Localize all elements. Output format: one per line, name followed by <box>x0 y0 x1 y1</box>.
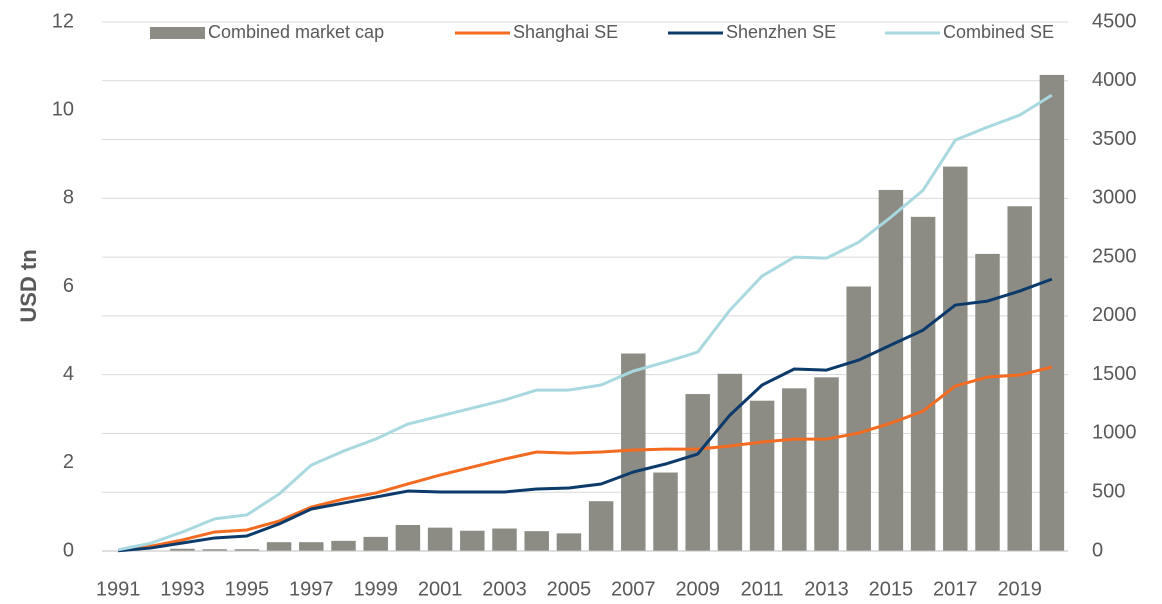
line <box>117 277 1053 553</box>
x-tick-label: 2007 <box>611 578 656 600</box>
y2-tick-label: 4500 <box>1092 10 1137 32</box>
x-tick-label: 1995 <box>225 578 270 600</box>
bar <box>653 472 678 551</box>
x-tick-label: 2001 <box>418 578 463 600</box>
bar <box>427 527 453 551</box>
y2-tick-label: 0 <box>1092 539 1103 561</box>
x-tick-label: 1993 <box>160 578 205 600</box>
bar <box>878 189 904 551</box>
bar <box>814 377 839 551</box>
x-tick-label: 1991 <box>96 578 141 600</box>
bar <box>1039 74 1065 552</box>
x-tick-label: 2011 <box>741 578 784 600</box>
line <box>117 365 1053 552</box>
y2-tick-label: 3000 <box>1092 187 1137 209</box>
bar <box>782 388 807 551</box>
bar <box>621 353 646 551</box>
x-tick-label: 2005 <box>547 578 592 600</box>
y-tick-label: 2 <box>63 451 74 473</box>
y2-tick-label: 4000 <box>1092 69 1137 91</box>
y-tick-label: 8 <box>63 187 74 209</box>
x-tick-label: 2003 <box>482 578 527 600</box>
bar <box>331 540 356 551</box>
bar <box>202 549 227 551</box>
y2-tick-label: 3500 <box>1092 128 1137 150</box>
bar <box>685 394 710 551</box>
bar <box>395 524 421 551</box>
y-tick-label: 4 <box>63 363 74 385</box>
bar <box>524 531 549 551</box>
bar <box>492 528 517 551</box>
bar <box>234 549 260 551</box>
x-tick-label: 2019 <box>997 578 1042 600</box>
bar <box>1007 206 1032 552</box>
x-tick-label: 2013 <box>804 578 849 600</box>
legend-label: Shanghai SE <box>513 22 618 42</box>
legend-label: Shenzhen SE <box>726 22 836 42</box>
y-tick-label: 10 <box>52 98 74 120</box>
y-tick-label: 12 <box>52 10 74 32</box>
y2-tick-label: 2500 <box>1092 245 1137 267</box>
bar <box>299 542 324 551</box>
y-tick-label: 6 <box>63 275 74 297</box>
legend-label: Combined SE <box>943 22 1054 42</box>
bar <box>588 501 614 551</box>
bar <box>363 536 388 551</box>
bar <box>717 373 743 551</box>
bar <box>556 533 582 551</box>
line <box>117 93 1053 552</box>
legend-swatch <box>150 27 205 39</box>
y-axis-label: USD tn <box>16 249 41 322</box>
bar <box>910 216 936 551</box>
x-tick-label: 2009 <box>675 578 720 600</box>
bar <box>846 286 871 551</box>
x-tick-label: 2017 <box>933 578 978 600</box>
x-tick-label: 1997 <box>289 578 334 600</box>
legend-label: Combined market cap <box>208 22 384 42</box>
y2-tick-label: 1500 <box>1092 363 1137 385</box>
bar <box>170 548 195 551</box>
bar <box>943 166 968 552</box>
y2-tick-label: 500 <box>1092 481 1125 503</box>
bar <box>460 530 485 551</box>
x-tick-label: 2015 <box>869 578 914 600</box>
bar <box>749 400 775 551</box>
bar <box>266 542 292 551</box>
y2-tick-label: 2000 <box>1092 304 1137 326</box>
x-tick-label: 1999 <box>353 578 398 600</box>
y2-tick-label: 1000 <box>1092 422 1137 444</box>
y-tick-label: 0 <box>63 539 74 561</box>
